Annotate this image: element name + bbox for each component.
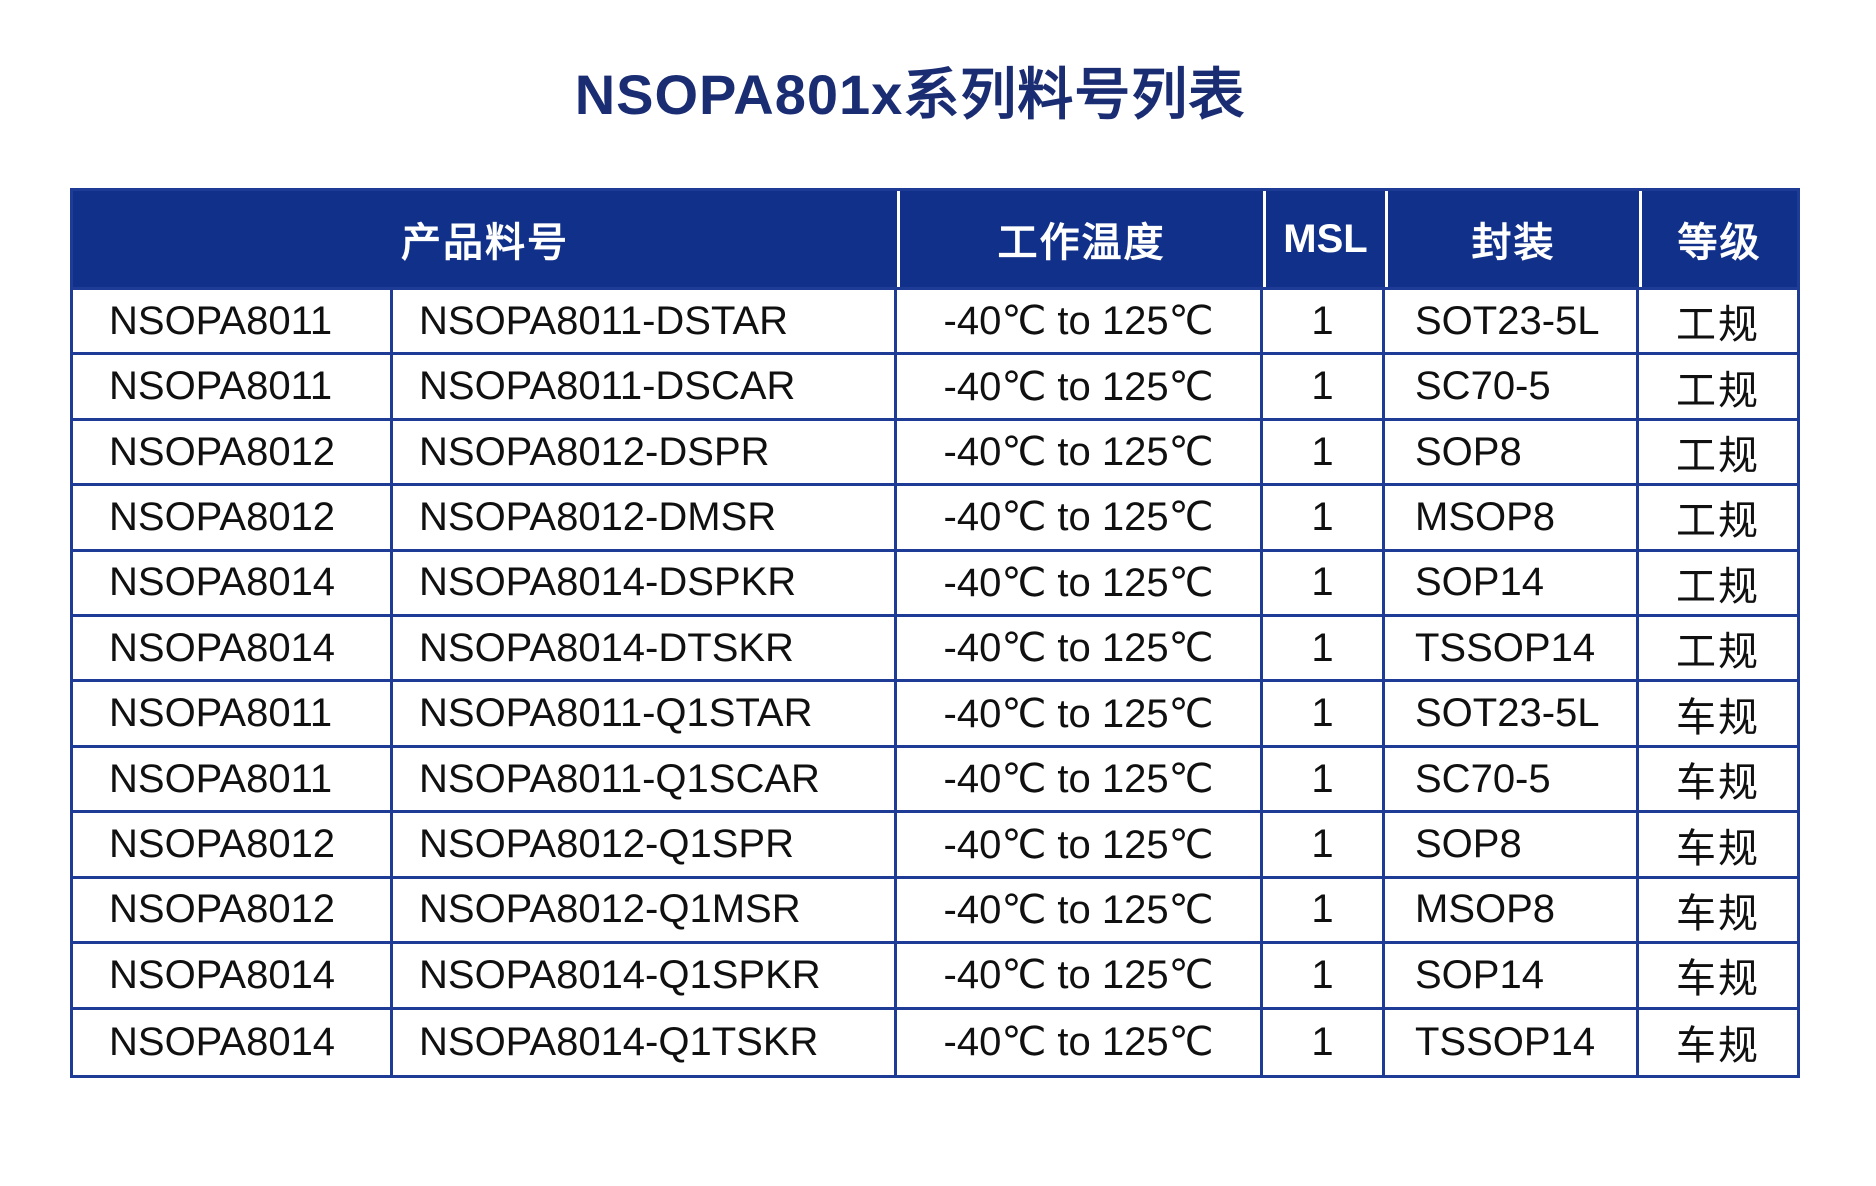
cell-temperature: -40℃ to 125℃	[897, 617, 1263, 683]
part-number-table: 产品料号 工作温度 MSL 封装 等级 NSOPA8011 NSOPA8011-…	[70, 188, 1800, 1078]
cell-part-number: NSOPA8012-Q1SPR	[393, 813, 897, 879]
cell-msl: 1	[1263, 682, 1385, 748]
cell-msl: 1	[1263, 617, 1385, 683]
cell-msl: 1	[1263, 1009, 1385, 1075]
cell-msl: 1	[1263, 813, 1385, 879]
cell-package: SOT23-5L	[1385, 290, 1639, 356]
cell-temperature: -40℃ to 125℃	[897, 486, 1263, 552]
cell-part-number: NSOPA8012-DSPR	[393, 420, 897, 487]
cell-package: SOP14	[1385, 551, 1639, 618]
cell-series: NSOPA8012	[73, 420, 393, 487]
cell-series: NSOPA8011	[73, 355, 393, 421]
cell-series: NSOPA8014	[73, 617, 393, 683]
cell-temperature: -40℃ to 125℃	[897, 944, 1263, 1010]
cell-series: NSOPA8012	[73, 486, 393, 552]
cell-package: MSOP8	[1385, 878, 1639, 945]
cell-msl: 1	[1263, 551, 1385, 618]
cell-series: NSOPA8014	[73, 1009, 393, 1075]
cell-part-number: NSOPA8014-DSPKR	[393, 551, 897, 618]
cell-temperature: -40℃ to 125℃	[897, 813, 1263, 879]
cell-grade: 工规	[1639, 420, 1797, 487]
cell-temperature: -40℃ to 125℃	[897, 1009, 1263, 1075]
cell-grade: 工规	[1639, 290, 1797, 356]
table-header-row: 产品料号 工作温度 MSL 封装 等级	[73, 191, 1797, 287]
page-title: NSOPA801x系列料号列表	[574, 63, 1246, 126]
cell-grade: 工规	[1639, 617, 1797, 683]
cell-temperature: -40℃ to 125℃	[897, 420, 1263, 487]
cell-part-number: NSOPA8011-DSCAR	[393, 355, 897, 421]
cell-series: NSOPA8011	[73, 747, 393, 814]
cell-grade: 车规	[1639, 944, 1797, 1010]
col-header-grade: 等级	[1639, 191, 1797, 287]
cell-part-number: NSOPA8011-Q1STAR	[393, 682, 897, 748]
cell-package: SOP8	[1385, 420, 1639, 487]
cell-part-number: NSOPA8011-DSTAR	[393, 290, 897, 356]
cell-package: MSOP8	[1385, 486, 1639, 552]
cell-temperature: -40℃ to 125℃	[897, 551, 1263, 618]
cell-grade: 工规	[1639, 355, 1797, 421]
cell-series: NSOPA8011	[73, 290, 393, 356]
cell-series: NSOPA8011	[73, 682, 393, 748]
cell-msl: 1	[1263, 878, 1385, 945]
cell-package: SC70-5	[1385, 747, 1639, 814]
cell-temperature: -40℃ to 125℃	[897, 290, 1263, 356]
cell-package: TSSOP14	[1385, 1009, 1639, 1075]
cell-msl: 1	[1263, 420, 1385, 487]
cell-msl: 1	[1263, 747, 1385, 814]
cell-part-number: NSOPA8014-Q1TSKR	[393, 1009, 897, 1075]
col-header-msl: MSL	[1263, 191, 1385, 287]
cell-part-number: NSOPA8011-Q1SCAR	[393, 747, 897, 814]
cell-grade: 车规	[1639, 747, 1797, 814]
col-header-package: 封装	[1385, 191, 1639, 287]
col-header-temperature: 工作温度	[897, 191, 1263, 287]
cell-package: SC70-5	[1385, 355, 1639, 421]
cell-grade: 车规	[1639, 1009, 1797, 1075]
cell-temperature: -40℃ to 125℃	[897, 682, 1263, 748]
cell-package: SOP8	[1385, 813, 1639, 879]
cell-part-number: NSOPA8014-DTSKR	[393, 617, 897, 683]
cell-grade: 工规	[1639, 486, 1797, 552]
cell-msl: 1	[1263, 486, 1385, 552]
cell-grade: 车规	[1639, 878, 1797, 945]
table-body: NSOPA8011 NSOPA8011-DSTAR -40℃ to 125℃ 1…	[73, 287, 1797, 1075]
cell-temperature: -40℃ to 125℃	[897, 878, 1263, 945]
cell-temperature: -40℃ to 125℃	[897, 747, 1263, 814]
cell-grade: 车规	[1639, 682, 1797, 748]
col-header-product: 产品料号	[401, 221, 569, 265]
cell-temperature: -40℃ to 125℃	[897, 355, 1263, 421]
cell-series: NSOPA8012	[73, 878, 393, 945]
cell-msl: 1	[1263, 944, 1385, 1010]
cell-msl: 1	[1263, 355, 1385, 421]
cell-grade: 工规	[1639, 551, 1797, 618]
cell-package: SOT23-5L	[1385, 682, 1639, 748]
cell-series: NSOPA8014	[73, 551, 393, 618]
cell-part-number: NSOPA8012-Q1MSR	[393, 878, 897, 945]
cell-part-number: NSOPA8014-Q1SPKR	[393, 944, 897, 1010]
cell-series: NSOPA8012	[73, 813, 393, 879]
cell-series: NSOPA8014	[73, 944, 393, 1010]
cell-package: SOP14	[1385, 944, 1639, 1010]
cell-part-number: NSOPA8012-DMSR	[393, 486, 897, 552]
cell-grade: 车规	[1639, 813, 1797, 879]
cell-msl: 1	[1263, 290, 1385, 356]
cell-package: TSSOP14	[1385, 617, 1639, 683]
